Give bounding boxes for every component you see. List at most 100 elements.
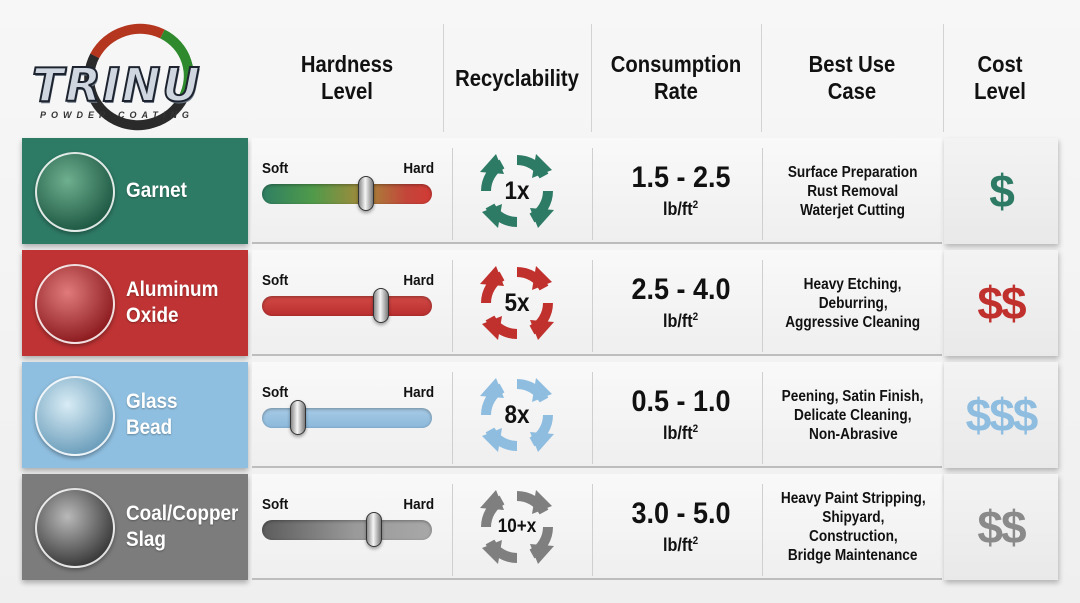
column-divider xyxy=(591,24,592,132)
consumption-unit-text: lb/ft xyxy=(663,199,694,219)
recycle-multiplier: 8x xyxy=(504,400,530,429)
consumption-unit-exponent: 2 xyxy=(693,199,699,211)
material-texture-icon xyxy=(35,264,115,344)
cost-dollar-icon: $$$ xyxy=(965,389,1039,441)
material-name-line: Glass xyxy=(126,390,178,413)
header-recyclability: Recyclability xyxy=(453,22,581,134)
material-name: Aluminum Oxide xyxy=(126,250,234,356)
consumption-range: 2.5 - 4.0 xyxy=(631,273,731,306)
hardness-track xyxy=(262,408,432,428)
header-cost-level: Cost Level xyxy=(951,22,1050,134)
cost-dollar-icon: $$ xyxy=(977,501,1026,553)
hardness-track xyxy=(262,184,432,204)
consumption-range: 1.5 - 2.5 xyxy=(631,161,731,194)
consumption-unit-exponent: 2 xyxy=(693,423,699,435)
use-case-line: Delicate Cleaning, xyxy=(794,406,912,424)
recycle-multiplier: 10+x xyxy=(497,516,537,537)
recycle-arrows-icon xyxy=(480,266,554,340)
best-use-case: Heavy Paint Stripping, Shipyard, Construct… xyxy=(770,474,936,580)
use-case-line: Bridge Maintenance xyxy=(788,547,918,564)
consumption-range: 3.0 - 5.0 xyxy=(631,497,731,530)
header-hardness-line1: Hardness xyxy=(300,51,394,77)
hardness-knob xyxy=(373,288,389,323)
recycle-multiplier: 5x xyxy=(504,288,530,317)
recycle-badge: 1x xyxy=(474,148,560,234)
hardness-slider: Soft Hard xyxy=(262,250,434,356)
cell-divider xyxy=(592,260,593,352)
hardness-slider: Soft Hard xyxy=(262,362,434,468)
hardness-track xyxy=(262,520,432,540)
use-case-line: Deburring, xyxy=(818,294,888,312)
header-hardness-line2: Level xyxy=(321,78,373,104)
hardness-soft-label: Soft xyxy=(262,160,289,177)
header-recyclability-line1: Recyclability xyxy=(455,64,579,91)
consumption-unit-text: lb/ft xyxy=(663,423,694,443)
consumption-rate: 3.0 - 5.0 lb/ft2 xyxy=(600,474,762,580)
recycle-arrows-icon xyxy=(480,490,554,564)
material-row: Coal/Copper Slag Soft Hard xyxy=(22,474,1058,580)
column-divider xyxy=(443,24,444,132)
material-data-panel: Soft Hard xyxy=(252,250,942,356)
material-name-line: Coal/Copper xyxy=(126,502,239,525)
use-case-line: Aggressive Cleaning xyxy=(785,313,921,331)
header-use-case-line2: Case xyxy=(827,78,877,104)
hardness-slider: Soft Hard xyxy=(262,474,434,580)
consumption-range: 0.5 - 1.0 xyxy=(631,385,731,418)
cell-divider xyxy=(452,484,453,576)
cost-dollar-icon: $ xyxy=(989,165,1015,217)
best-use-case: Peening, Satin Finish, Delicate Cleaning,… xyxy=(770,362,936,468)
material-label-panel: Coal/Copper Slag xyxy=(22,474,248,580)
hardness-knob xyxy=(289,400,306,435)
best-use-case: Heavy Etching, Deburring, Aggressive Clean… xyxy=(770,250,936,356)
header-best-use-case: Best Use Case xyxy=(773,22,931,134)
cost-level: $$ xyxy=(944,250,1058,356)
hardness-track xyxy=(262,296,432,316)
consumption-unit-text: lb/ft xyxy=(663,311,694,331)
material-row: Garnet Soft Hard xyxy=(22,138,1058,244)
cell-divider xyxy=(762,484,763,576)
column-divider xyxy=(761,24,762,132)
cell-divider xyxy=(452,260,453,352)
hardness-hard-label: Hard xyxy=(403,272,434,289)
cell-divider xyxy=(592,372,593,464)
hardness-knob xyxy=(357,176,374,211)
use-case-line: Heavy Etching, xyxy=(804,275,902,293)
consumption-rate: 0.5 - 1.0 lb/ft2 xyxy=(600,362,762,468)
recycle-arrows-icon xyxy=(480,378,554,452)
cell-divider xyxy=(452,372,453,464)
material-data-panel: Soft Hard xyxy=(252,474,942,580)
use-case-line: Shipyard, xyxy=(821,509,885,526)
use-case-line: Non-Abrasive xyxy=(808,425,898,443)
cost-level: $ xyxy=(944,138,1058,244)
consumption-unit: lb/ft2 xyxy=(663,530,698,556)
header-cost-line1: Cost xyxy=(977,51,1023,77)
recycle-arrows-icon xyxy=(480,154,554,228)
hardness-soft-label: Soft xyxy=(262,384,289,401)
consumption-unit-exponent: 2 xyxy=(693,311,699,323)
hardness-slider: Soft Hard xyxy=(262,138,434,244)
cell-divider xyxy=(592,484,593,576)
use-case-line: Heavy Paint Stripping, xyxy=(780,490,926,507)
best-use-case: Surface Preparation Rust Removal Waterjet … xyxy=(770,138,936,244)
recycle-badge: 10+x xyxy=(474,484,560,570)
material-name-line: Garnet xyxy=(126,179,187,202)
consumption-rate: 1.5 - 2.5 lb/ft2 xyxy=(600,138,762,244)
material-data-panel: Soft Hard xyxy=(252,362,942,468)
header-use-case-line1: Best Use xyxy=(808,51,896,77)
material-texture-icon xyxy=(35,152,115,232)
consumption-rate: 2.5 - 4.0 lb/ft2 xyxy=(600,250,762,356)
consumption-unit-text: lb/ft xyxy=(663,535,694,555)
trinu-logo: TRINU POWDER COATING xyxy=(28,9,238,145)
material-name-line: Slag xyxy=(126,528,166,551)
header-consumption-rate: Consumption Rate xyxy=(602,22,750,134)
cell-divider xyxy=(762,372,763,464)
consumption-unit-exponent: 2 xyxy=(693,535,699,547)
hardness-hard-label: Hard xyxy=(403,496,434,513)
use-case-line: Waterjet Cutting xyxy=(800,201,906,219)
material-label-panel: Aluminum Oxide xyxy=(22,250,248,356)
recycle-badge: 8x xyxy=(474,372,560,458)
use-case-line: Surface Preparation xyxy=(788,163,918,181)
material-name-line: Aluminum xyxy=(126,278,219,301)
material-name: Glass Bead xyxy=(126,362,234,468)
header-consumption-line1: Consumption xyxy=(610,51,742,77)
